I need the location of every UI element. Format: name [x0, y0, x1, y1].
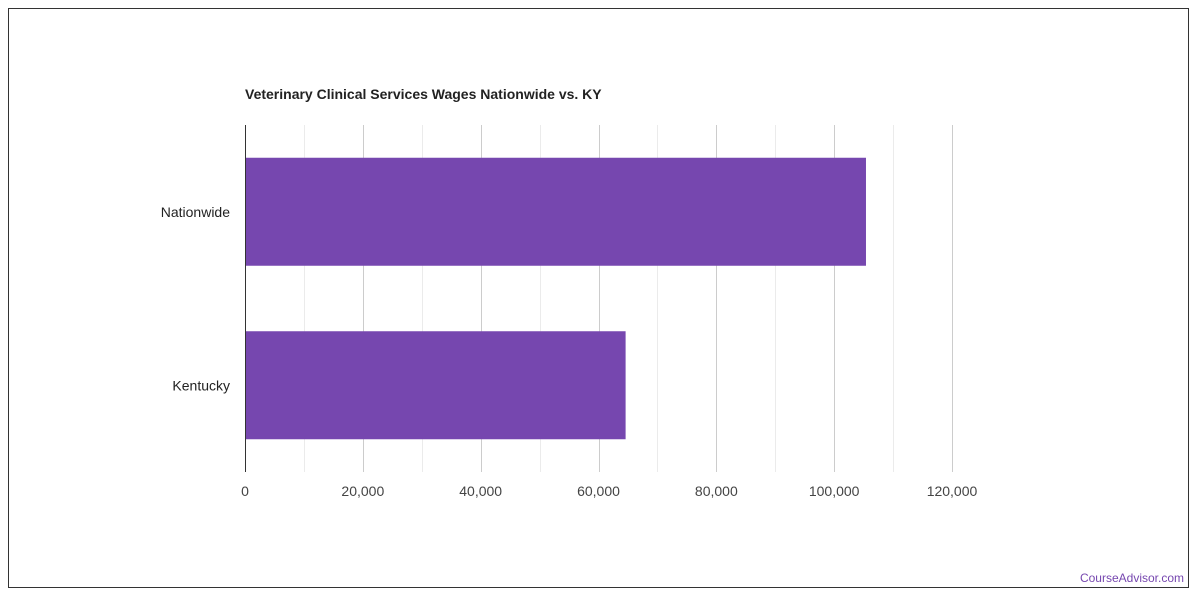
bar-nationwide[interactable]	[245, 157, 866, 266]
category-label: Kentucky	[172, 377, 230, 393]
x-tick-label: 0	[241, 483, 249, 499]
bar-kentucky[interactable]	[245, 331, 626, 440]
x-tick-label: 60,000	[577, 483, 620, 499]
x-axis-tick-labels: 0 20,000 40,000 60,000 80,000 100,000 120,000	[241, 483, 977, 499]
y-axis-category-labels: Nationwide Kentucky	[161, 204, 230, 394]
bars	[245, 157, 866, 440]
x-tick-label: 120,000	[927, 483, 978, 499]
x-tick-label: 80,000	[695, 483, 738, 499]
category-label: Nationwide	[161, 204, 230, 220]
x-tick-label: 20,000	[341, 483, 384, 499]
chart-title: Veterinary Clinical Services Wages Natio…	[245, 86, 602, 102]
source-credit[interactable]: CourseAdvisor.com	[1079, 571, 1184, 585]
x-tick-label: 40,000	[459, 483, 502, 499]
chart-frame	[8, 8, 1189, 588]
x-tick-label: 100,000	[809, 483, 860, 499]
